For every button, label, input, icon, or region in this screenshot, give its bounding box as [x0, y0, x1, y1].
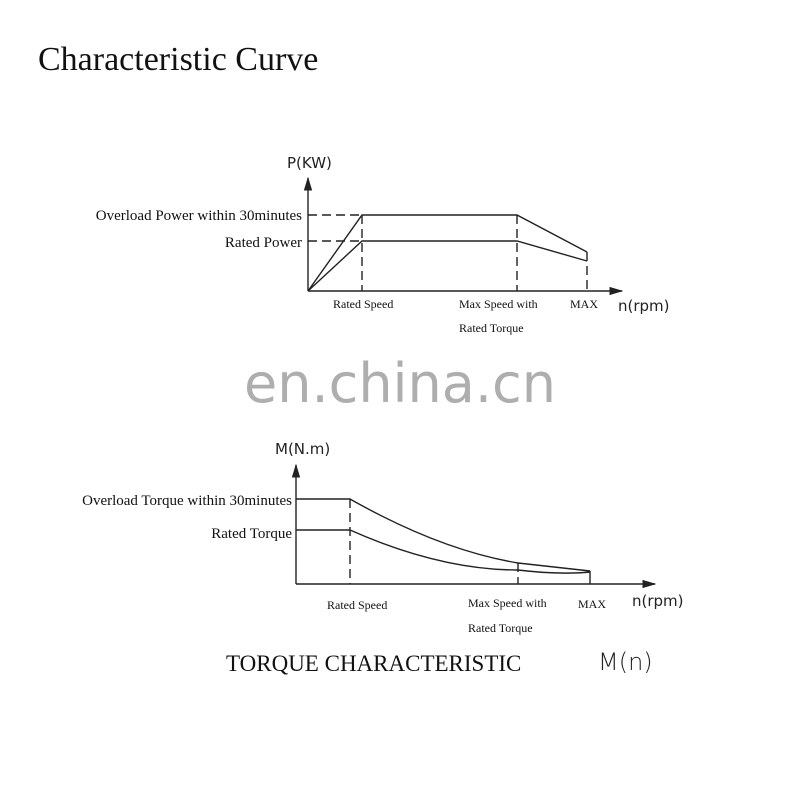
- power-x-axis-label: n(rpm): [618, 297, 670, 315]
- torque-caption-symbol: M(n): [598, 648, 653, 676]
- rated-power-label: Rated Power: [225, 235, 302, 251]
- power-chart: P(KW) Overload Power within 30minutes Ra…: [96, 154, 670, 335]
- power-x-max: MAX: [570, 297, 598, 311]
- page-title: Characteristic Curve: [38, 41, 318, 78]
- overload-torque-curve: [296, 498, 591, 572]
- power-x-max-speed-1: Max Speed with: [459, 297, 538, 311]
- rated-torque-curve: [296, 529, 591, 574]
- torque-y-axis-label: M(N.m): [275, 440, 330, 458]
- torque-chart: M(N.m) Overload Torque within 30minutes …: [82, 440, 683, 676]
- power-x-max-speed-2: Rated Torque: [459, 321, 524, 335]
- overload-power-label: Overload Power within 30minutes: [96, 208, 302, 224]
- overload-power-curve: [307, 214, 588, 292]
- rated-torque-label: Rated Torque: [211, 526, 292, 542]
- torque-x-max: MAX: [578, 597, 606, 611]
- power-x-rated-speed: Rated Speed: [333, 297, 393, 311]
- torque-x-rated-speed: Rated Speed: [327, 598, 387, 612]
- torque-caption: TORQUE CHARACTERISTIC: [226, 651, 521, 676]
- torque-x-max-speed-2: Rated Torque: [468, 621, 533, 635]
- rated-power-curve: [307, 240, 588, 292]
- overload-torque-label: Overload Torque within 30minutes: [82, 493, 292, 509]
- watermark: en.china.cn: [244, 352, 556, 415]
- torque-x-max-speed-1: Max Speed with: [468, 596, 547, 610]
- power-y-axis-label: P(KW): [287, 154, 332, 172]
- torque-x-axis-label: n(rpm): [632, 592, 684, 610]
